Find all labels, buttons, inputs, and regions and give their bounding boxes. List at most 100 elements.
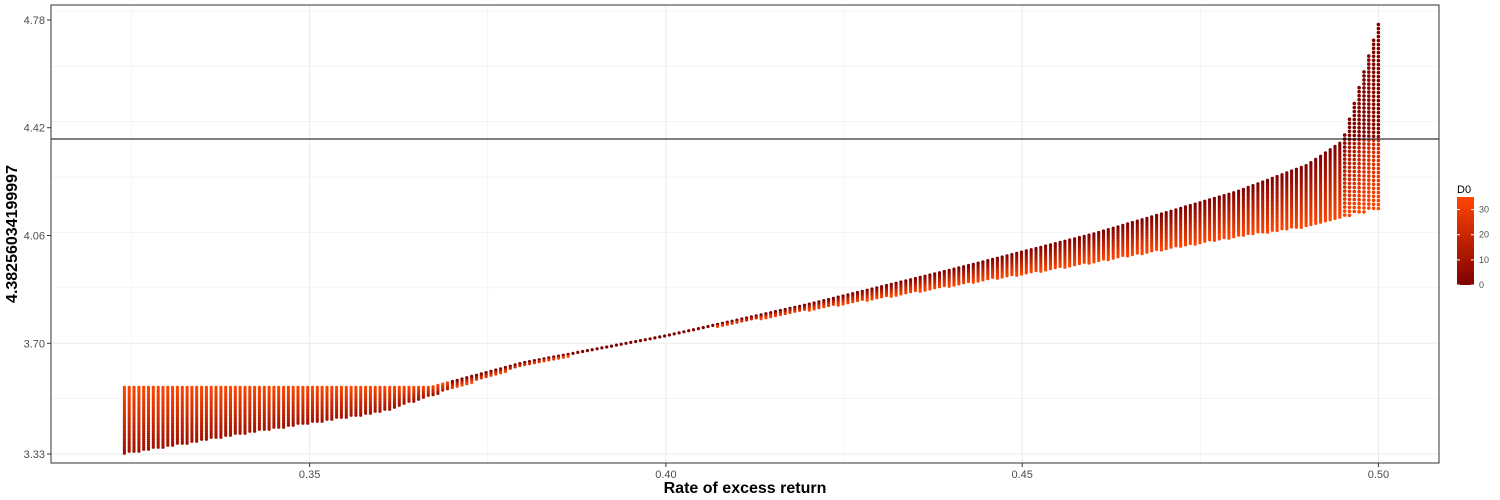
data-point [1342, 181, 1347, 185]
data-column [831, 296, 836, 306]
data-point [769, 315, 773, 319]
data-column [706, 324, 710, 329]
data-point [778, 312, 783, 317]
data-point [1376, 122, 1381, 127]
data-column [947, 268, 951, 288]
data-point [1246, 231, 1250, 235]
data-column [421, 385, 425, 399]
data-point [1376, 102, 1381, 107]
data-column [127, 385, 131, 453]
data-column [759, 313, 763, 321]
data-point [1376, 54, 1381, 59]
data-point [1357, 113, 1361, 118]
data-point [812, 307, 816, 311]
data-column [860, 289, 864, 301]
data-column [605, 345, 609, 349]
data-point [1367, 182, 1371, 186]
data-point [1367, 70, 1371, 74]
data-column [142, 385, 146, 451]
data-point [556, 356, 561, 360]
data-column [720, 321, 725, 327]
data-point [1376, 50, 1381, 55]
data-point [1367, 186, 1371, 190]
data-point [1357, 181, 1361, 186]
data-point [1338, 215, 1342, 219]
data-point [1347, 185, 1352, 190]
data-point [383, 407, 387, 411]
data-point [1347, 157, 1352, 162]
data-column [1270, 176, 1274, 232]
data-point [798, 308, 802, 312]
data-point [745, 318, 749, 322]
data-point [1342, 145, 1347, 149]
data-point [802, 307, 807, 311]
data-column [1371, 38, 1376, 211]
data-column [822, 299, 826, 309]
data-point [1357, 133, 1361, 138]
data-point [1000, 275, 1004, 279]
data-point [392, 405, 397, 409]
data-column [397, 385, 401, 407]
data-point [759, 317, 763, 321]
data-point [1082, 260, 1086, 264]
data-column [1024, 249, 1028, 275]
data-point [513, 365, 517, 369]
data-point [1019, 272, 1024, 276]
data-point [1367, 62, 1371, 66]
data-point [865, 298, 869, 302]
data-column [1174, 208, 1178, 248]
data-point [720, 323, 725, 327]
data-point [1342, 197, 1347, 201]
data-column [1121, 223, 1125, 257]
data-point [1357, 97, 1361, 102]
data-point [1371, 158, 1376, 163]
data-column [643, 338, 647, 342]
data-column [1198, 201, 1202, 245]
data-point [827, 303, 831, 308]
data-point [851, 300, 855, 304]
data-point [793, 309, 797, 313]
data-point [1323, 219, 1327, 223]
data-point [1367, 178, 1371, 182]
data-column [884, 283, 889, 298]
data-point [1342, 133, 1347, 137]
data-point [1371, 78, 1376, 83]
data-column [581, 349, 585, 354]
data-column [933, 272, 937, 290]
data-column [1285, 171, 1289, 231]
data-point [1362, 182, 1366, 186]
data-point [1352, 173, 1357, 178]
legend-tick-label: 10 [1479, 255, 1489, 265]
data-point [1371, 186, 1376, 191]
data-point [1362, 70, 1366, 74]
data-point [870, 297, 874, 301]
data-point [947, 284, 951, 288]
data-point [1376, 58, 1381, 63]
data-point [330, 417, 334, 421]
data-point [1314, 221, 1318, 225]
data-column [841, 294, 845, 306]
data-point [1371, 206, 1376, 211]
data-column [378, 385, 382, 413]
data-column [1082, 234, 1086, 264]
data-column [865, 288, 869, 302]
data-point [1357, 101, 1361, 106]
data-point [219, 435, 223, 439]
data-point [1367, 114, 1371, 118]
data-column [277, 385, 281, 429]
data-point [1101, 257, 1106, 261]
data-point [1367, 158, 1371, 162]
data-point [1193, 242, 1197, 246]
data-point [1371, 38, 1376, 43]
data-column [624, 341, 628, 345]
data-column [368, 385, 372, 415]
data-point [783, 311, 787, 316]
data-point [373, 409, 377, 413]
data-point [1357, 185, 1361, 190]
data-point [1371, 130, 1376, 135]
data-point [1304, 224, 1308, 228]
data-column [508, 364, 512, 370]
data-point [1362, 82, 1366, 86]
data-column [1019, 250, 1024, 276]
data-column [146, 385, 151, 451]
